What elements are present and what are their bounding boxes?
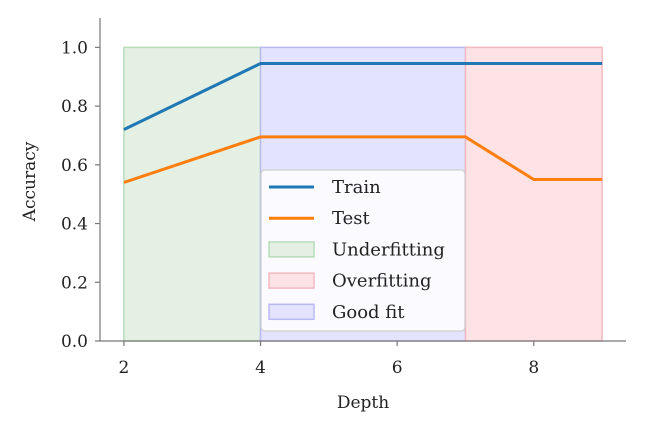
y-tick-label: 0.6 (61, 156, 88, 176)
y-tick-label: 0.0 (61, 332, 88, 352)
y-tick-label: 0.2 (61, 273, 88, 293)
x-tick-label: 4 (255, 358, 266, 378)
x-tick-label: 6 (392, 358, 403, 378)
legend-patch-good-fit (268, 303, 315, 321)
region-overfitting (464, 46, 603, 342)
x-tick-label: 8 (528, 358, 539, 378)
y-axis-title: Accuracy (20, 141, 40, 222)
legend-box (260, 169, 466, 332)
legend: Train Test Underfitting Overfitting Good fit (260, 169, 466, 332)
legend-label-test: Test (332, 208, 370, 229)
series-line-test (123, 135, 603, 184)
x-tick-label: 2 (118, 358, 129, 378)
y-tick-label: 0.8 (61, 97, 88, 117)
series-lines (123, 62, 603, 184)
legend-patch-overfitting (268, 272, 315, 289)
axis-ticks: 2 4 6 8 0.0 0.2 0.4 0.6 0.8 1.0 (61, 38, 539, 378)
legend-label-overfitting: Overfitting (332, 271, 432, 292)
legend-patch-underfitting (268, 241, 315, 258)
y-tick-label: 0.4 (61, 215, 88, 235)
y-tick-label: 1.0 (61, 38, 88, 58)
legend-label-good-fit: Good fit (332, 302, 405, 323)
region-underfitting (123, 46, 262, 342)
legend-label-train: Train (332, 177, 381, 198)
x-axis-title: Depth (337, 393, 389, 413)
legend-label-underfitting: Underfitting (332, 239, 445, 260)
series-line-train (123, 62, 603, 131)
axes (99, 18, 626, 342)
